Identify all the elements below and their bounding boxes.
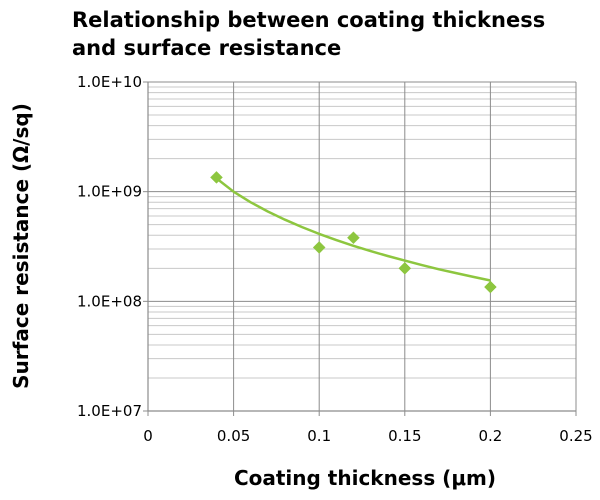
y-tick-label: 1.0E+10 [77, 73, 142, 91]
grid-layer [148, 81, 577, 412]
data-point [312, 241, 326, 254]
data-point [398, 261, 412, 275]
axis-layer [143, 81, 577, 416]
data-point [347, 231, 360, 245]
trendline [215, 177, 491, 282]
x-tick-label: 0.1 [307, 427, 331, 445]
y-tick-label: 1.0E+09 [77, 183, 142, 201]
y-tick-label: 1.0E+08 [77, 292, 142, 310]
x-tick-label: 0.2 [478, 427, 502, 445]
x-axis-label: Coating thickness (μm) [234, 466, 496, 490]
data-points [210, 171, 497, 294]
x-tick-label: 0.05 [217, 427, 250, 445]
y-tick-label: 1.0E+07 [77, 402, 142, 420]
x-tick-label: 0.15 [388, 427, 421, 445]
y-axis-label: Surface resistance (Ω/sq) [9, 103, 33, 389]
x-tick-label: 0 [143, 427, 153, 445]
tick-labels: 1.0E+07 1.0E+08 1.0E+09 1.0E+10 0 0.05 0.1 0.15… [77, 73, 593, 445]
trendline-layer [215, 177, 491, 282]
x-tick-label: 0.25 [559, 427, 592, 445]
chart-title: Relationship between coating thickness a… [72, 8, 546, 60]
data-point [210, 171, 223, 184]
data-point [484, 280, 497, 294]
